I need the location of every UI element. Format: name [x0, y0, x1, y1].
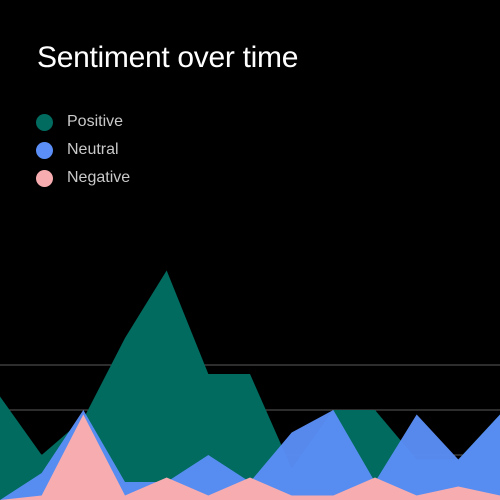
legend-item-positive: Positive — [36, 108, 130, 136]
series-areas — [0, 270, 500, 500]
legend-item-neutral: Neutral — [36, 136, 130, 164]
area-negative — [0, 414, 500, 500]
legend-label-positive: Positive — [67, 113, 124, 130]
legend-label-negative: Negative — [67, 169, 131, 186]
legend-swatch-neutral — [36, 141, 53, 159]
legend-swatch-negative — [36, 169, 53, 187]
chart-title: Sentiment over time — [37, 41, 299, 74]
area-positive — [0, 270, 500, 500]
legend-label-neutral: Neutral — [67, 141, 119, 158]
legend-item-negative: Negative — [36, 164, 130, 192]
legend-swatch-positive — [36, 113, 53, 131]
chart-legend: Positive Neutral Negative — [36, 108, 130, 192]
